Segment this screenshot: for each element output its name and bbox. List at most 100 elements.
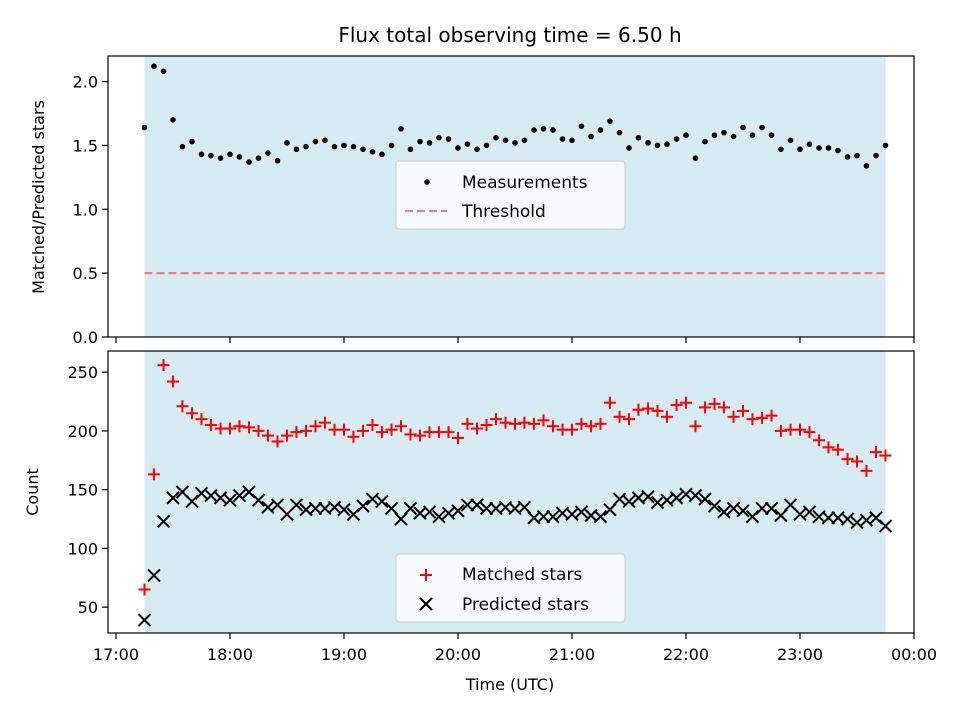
measurement-point [607, 118, 613, 124]
measurement-point [683, 132, 689, 138]
predicted-star-point [517, 500, 532, 514]
measurement-point [350, 143, 357, 150]
matched-star-point [461, 417, 474, 430]
axes-frame [107, 350, 915, 634]
top-legend: Measurements Threshold [395, 160, 626, 230]
measurement-point [303, 143, 309, 150]
matched-star-point [651, 404, 664, 417]
measurement-point [559, 136, 566, 142]
y-tick-label: 100 [67, 539, 98, 558]
matched-star-point [414, 429, 427, 442]
matched-star-point [480, 419, 493, 432]
measurement-point [483, 142, 490, 149]
predicted-star-point [232, 488, 247, 503]
predicted-star-point [460, 498, 475, 512]
measurement-point [778, 146, 784, 153]
measurement-point [246, 159, 252, 165]
measurement-point [759, 124, 765, 131]
measurement-point [141, 124, 148, 131]
measurement-point [806, 141, 813, 147]
measurement-point [626, 145, 632, 151]
matched-star-point [756, 411, 769, 424]
predicted-star-point [223, 493, 237, 507]
measurement-point [284, 140, 290, 146]
measurement-point [217, 155, 224, 161]
x-tick-label: 19:00 [321, 645, 367, 664]
measurement-point [502, 137, 509, 144]
x-tick-label: 20:00 [435, 645, 481, 664]
predicted-star-point [356, 499, 370, 513]
predicted-star-point [147, 568, 161, 583]
matched-star-point [385, 423, 398, 436]
y-tick-label: 0.5 [73, 264, 98, 283]
measurement-point [436, 134, 442, 141]
matched-star-point [803, 426, 816, 439]
matched-star-point [489, 413, 502, 426]
matched-star-point [699, 401, 712, 414]
matched-star-point [860, 464, 873, 477]
matched-star-point [290, 426, 303, 439]
measurement-point [474, 146, 480, 153]
predicted-star-point [821, 511, 836, 525]
measurement-point [635, 134, 642, 141]
predicted-star-point [337, 502, 351, 517]
predicted-star-point [774, 508, 788, 523]
matched-star-point [261, 429, 274, 442]
predicted-star-point [707, 499, 722, 513]
matched-star-point [603, 396, 616, 409]
matched-star-point [499, 416, 512, 429]
predicted-star-point [546, 509, 560, 524]
predicted-star-point [603, 502, 617, 517]
predicted-star-point [479, 501, 494, 516]
matched-star-point [147, 468, 160, 481]
matched-star-point [622, 413, 635, 426]
predicted-star-point [688, 488, 703, 503]
matched-star-point [471, 422, 484, 435]
measurement-point [854, 152, 860, 159]
matched-star-point [280, 429, 293, 442]
matched-star-point [157, 359, 170, 372]
matched-star-point [870, 446, 883, 459]
matched-star-point [670, 399, 683, 412]
measurement-point [835, 147, 841, 154]
matched-star-point [813, 434, 826, 447]
predicted-star-point [156, 514, 171, 529]
predicted-star-point [166, 491, 180, 505]
measurement-point [160, 68, 167, 75]
measurement-point [863, 163, 870, 169]
measurement-point [379, 151, 385, 158]
legend-predicted-marker [419, 597, 433, 611]
x-tick-label: 00:00 [891, 645, 937, 664]
measurement-point [692, 155, 699, 161]
measurement-point [645, 140, 651, 146]
matched-star-point [252, 424, 265, 437]
legend-matched-marker [420, 569, 432, 581]
predicted-star-point [669, 491, 684, 505]
measurement-point [464, 141, 471, 147]
matched-star-point [717, 401, 730, 414]
y-tick-label: 0.0 [73, 328, 98, 347]
measurement-point [198, 151, 205, 158]
matched-star-point [822, 441, 835, 454]
measurement-point [274, 157, 281, 164]
matched-star-point [176, 400, 189, 413]
predicted-star-point [394, 512, 408, 526]
measurement-point [702, 138, 708, 145]
measurement-point [673, 136, 680, 142]
matched-star-point [223, 422, 236, 435]
measurement-point [445, 136, 452, 142]
matched-star-point [850, 455, 863, 468]
x-tick-label: 17:00 [93, 645, 139, 664]
matched-star-point [166, 375, 179, 388]
measurement-point [407, 146, 414, 153]
matched-star-point [394, 420, 407, 433]
predicted-star-point [432, 509, 446, 524]
matched-star-point [451, 431, 464, 444]
measurement-point [369, 148, 376, 155]
predicted-star-point [755, 501, 769, 516]
measurement-point [151, 63, 157, 70]
matched-star-point [508, 417, 521, 430]
matched-star-point [660, 410, 673, 423]
y-tick-label: 1.0 [73, 200, 98, 219]
